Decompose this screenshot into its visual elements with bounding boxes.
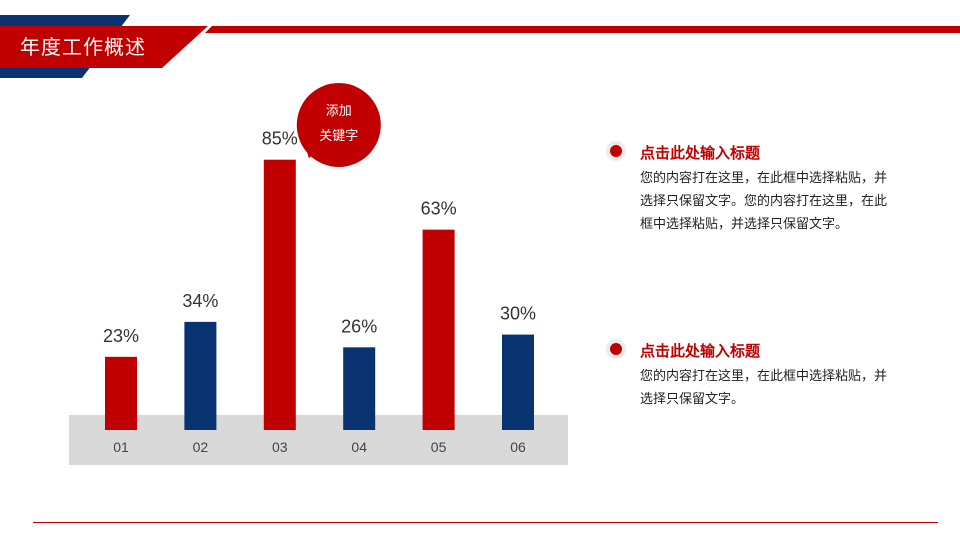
bullet-icon	[606, 339, 626, 359]
header-banner: 年度工作概述	[0, 0, 960, 80]
callout-pointer	[302, 137, 317, 158]
callout-text: 关键字	[319, 128, 358, 143]
data-label: 30%	[500, 304, 536, 324]
x-tick-label: 04	[351, 439, 367, 455]
bar	[184, 321, 217, 430]
bullet-icon	[606, 141, 626, 161]
data-label: 63%	[421, 199, 457, 219]
info-title-1[interactable]: 点击此处输入标题	[640, 145, 761, 162]
data-label: 34%	[182, 291, 218, 311]
bar	[263, 159, 296, 430]
footer-divider	[33, 522, 938, 523]
data-label: 85%	[262, 129, 298, 149]
x-tick-label: 06	[510, 439, 526, 455]
info-body-2[interactable]: 您的内容打在这里，在此框中选择粘贴，并选择只保留文字。	[640, 368, 888, 406]
header-decoration	[0, 15, 960, 78]
bar	[105, 356, 137, 430]
x-tick-label: 02	[193, 439, 209, 455]
page-title: 年度工作概述	[20, 37, 146, 59]
data-label: 23%	[103, 326, 139, 346]
data-label: 26%	[341, 316, 377, 336]
x-tick-label: 05	[431, 439, 447, 455]
callout-text: 添加	[326, 103, 352, 118]
info-title-2[interactable]: 点击此处输入标题	[640, 343, 761, 360]
info-body-1[interactable]: 您的内容打在这里，在此框中选择粘贴，并选择只保留文字。您的内容打在这里，在此框中…	[640, 170, 888, 231]
callout-bubble	[296, 83, 381, 167]
x-tick-label: 01	[113, 439, 129, 455]
bar	[422, 229, 455, 430]
axis-base-band	[69, 415, 568, 465]
bar	[502, 334, 534, 430]
x-tick-label: 03	[272, 439, 288, 455]
bar	[343, 347, 376, 430]
